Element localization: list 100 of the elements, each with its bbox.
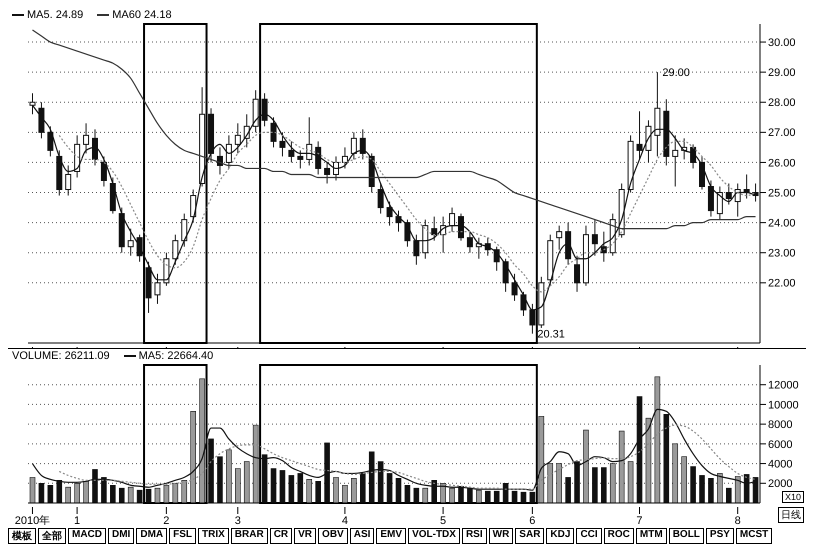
bar (672, 444, 678, 503)
candlestick (47, 126, 54, 157)
y-tick-label: 8000 (768, 419, 792, 432)
bar (30, 477, 36, 503)
bar (601, 467, 607, 503)
text: FSL (169, 528, 196, 544)
x-tick-label: 5 (440, 515, 446, 527)
candlestick (279, 132, 286, 157)
annotation: 29.00 (662, 67, 690, 80)
y-tick-label: 29.00 (768, 67, 796, 80)
candlestick (556, 225, 562, 250)
x-tick-label: 4 (342, 515, 348, 527)
candlestick (65, 164, 72, 196)
candlestick (172, 234, 178, 266)
text: RSI (462, 528, 487, 544)
text: CCI (576, 528, 602, 544)
text: ASI (350, 528, 374, 544)
x-tick-label: 2 (163, 515, 170, 527)
bar (351, 478, 357, 503)
y-tick-label: 26.00 (768, 157, 796, 170)
line-series (32, 29, 756, 230)
text: TRIX (198, 528, 229, 544)
y-tick-label: 23.00 (768, 248, 796, 260)
y-tick-label: 30.00 (768, 36, 796, 49)
y-tick-label: 10000 (768, 399, 799, 412)
candlestick (350, 132, 357, 160)
y-tick-label: 4000 (768, 458, 792, 470)
candlestick (154, 273, 160, 304)
candlestick (716, 186, 723, 220)
y-tick-label: 6000 (768, 438, 792, 451)
bar (422, 488, 428, 503)
text: VOL-TDX (408, 528, 460, 544)
candlestick (297, 150, 304, 169)
text: BRAR (230, 528, 268, 544)
bar (414, 488, 420, 503)
text: SAR (515, 528, 544, 544)
bar (592, 467, 598, 503)
bar (110, 484, 116, 503)
candlestick (270, 116, 277, 148)
line-series (58, 424, 756, 490)
x-tick-label: 7 (636, 515, 643, 527)
text: MACD (68, 528, 106, 544)
legend-label: MA5. 24.89 (27, 9, 84, 21)
text: BOLL (668, 528, 704, 544)
bar (136, 490, 142, 503)
candlestick (386, 201, 393, 226)
bar (699, 475, 705, 503)
candlestick (413, 234, 420, 266)
bar (38, 482, 44, 503)
y-tick-label: 24.00 (768, 218, 796, 230)
bar (404, 484, 410, 503)
bar (681, 456, 687, 503)
y-tick-label: 25.00 (768, 187, 796, 200)
candlestick (190, 189, 196, 224)
candlestick (458, 213, 464, 242)
candlestick (378, 183, 384, 214)
bar (342, 484, 348, 503)
y-tick-label: 27.00 (768, 127, 796, 140)
candlestick (226, 134, 232, 169)
x-tick-label: 8 (734, 515, 741, 527)
candlestick (600, 231, 607, 262)
text: MCST (736, 528, 772, 544)
candlestick (512, 273, 518, 302)
candlestick (672, 134, 678, 188)
bar (235, 468, 241, 503)
candlestick (449, 207, 456, 232)
x-tick-label: 6 (529, 515, 536, 527)
chart-title: VOLUME: 26211.09 (12, 350, 110, 362)
candlestick (466, 231, 473, 254)
annotation: 20.31 (537, 328, 565, 341)
bar (270, 468, 276, 503)
bar (217, 456, 223, 503)
y-tick-label: 22.00 (768, 278, 796, 290)
bar (306, 479, 312, 503)
candlestick (592, 219, 598, 256)
candlestick (360, 128, 366, 160)
text: OBV (318, 528, 348, 544)
text: WR (488, 528, 514, 544)
text: DMA (136, 528, 168, 544)
bar (628, 461, 634, 503)
bar (565, 477, 571, 503)
candlestick (431, 216, 438, 242)
bar (315, 481, 321, 503)
candlestick (92, 128, 98, 166)
bar (556, 463, 562, 503)
candlestick (574, 255, 580, 292)
text: 日线 (778, 507, 804, 523)
candlestick (128, 228, 134, 256)
bar (48, 484, 54, 503)
text: PSY (706, 528, 734, 544)
bar (288, 475, 294, 503)
candlestick (502, 258, 509, 292)
candlestick (181, 213, 188, 248)
bar (226, 449, 232, 503)
text: 模板 (8, 528, 36, 544)
candlestick (726, 183, 732, 206)
text: KDJ (546, 528, 574, 544)
candlestick (234, 122, 241, 154)
bar (65, 486, 72, 503)
y-tick-label: 12000 (768, 380, 799, 392)
